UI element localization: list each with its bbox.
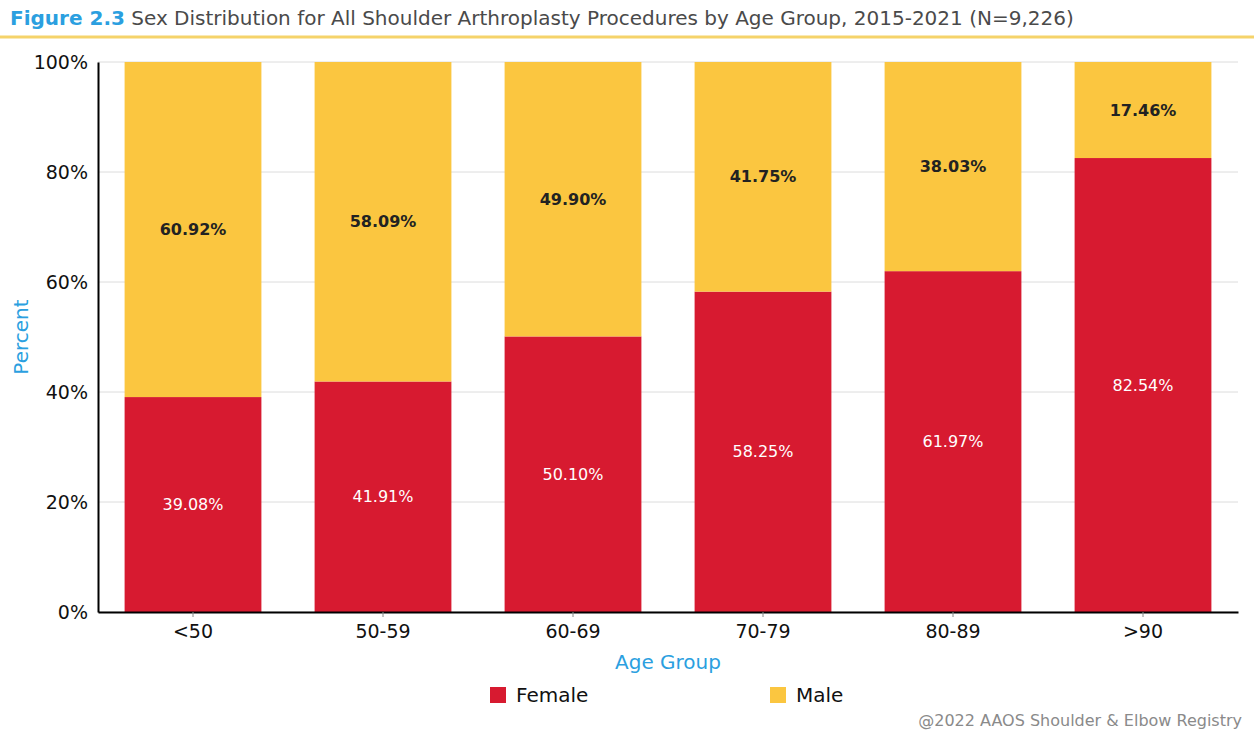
y-axis-line	[98, 63, 100, 613]
x-tick-label: 60-69	[545, 620, 600, 642]
grid-line	[98, 62, 1238, 63]
x-tick: 80-89	[925, 612, 980, 642]
source-note: @2022 AAOS Shoulder & Elbow Registry	[918, 711, 1242, 730]
grid-line	[98, 282, 1238, 283]
data-label: 61.97%	[922, 432, 983, 451]
grid-line	[98, 502, 1238, 503]
legend-label: Male	[796, 683, 843, 707]
grid-line	[98, 392, 1238, 393]
bar-segment	[315, 381, 452, 612]
figure-label: Figure 2.3	[10, 6, 125, 30]
bar-segment	[1075, 62, 1212, 158]
bar-segment	[885, 62, 1022, 271]
grid	[98, 62, 1238, 612]
y-tick: 0%	[58, 601, 98, 623]
y-tick-label: 100%	[34, 51, 88, 73]
x-tick-mark	[383, 612, 384, 617]
x-tick-mark	[193, 612, 194, 617]
legend-swatch	[770, 687, 786, 703]
data-label: 41.91%	[352, 487, 413, 506]
data-label: 60.92%	[160, 220, 227, 239]
y-tick-label: 0%	[58, 601, 88, 623]
data-label: 58.25%	[732, 442, 793, 461]
x-tick-label: >90	[1123, 620, 1163, 642]
legend: Female Male	[490, 683, 843, 707]
title-text: Sex Distribution for All Shoulder Arthro…	[131, 6, 1073, 30]
data-label: 17.46%	[1110, 101, 1177, 120]
bar-segment	[505, 336, 642, 612]
x-tick-mark	[763, 612, 764, 617]
data-label: 41.75%	[730, 167, 797, 186]
y-tick-label: 80%	[46, 161, 88, 183]
y-axis-title: Percent	[9, 299, 33, 374]
grid-line	[98, 172, 1238, 173]
title: Figure 2.3 Sex Distribution for All Shou…	[10, 6, 1074, 30]
y-axis: 0% 20% 40% 60% 80% 100%	[34, 51, 99, 623]
bar-segment	[885, 271, 1022, 612]
data-label: 39.08%	[162, 495, 223, 514]
bar-segment	[125, 62, 262, 397]
data-label: 50.10%	[542, 465, 603, 484]
x-axis: <50 50-59 60-69 70-79 80-89 >90	[99, 612, 1239, 642]
data-labels: 39.08% 41.91% 50.10% 58.25% 61.97% 82.54% 60.9…	[160, 101, 1177, 515]
bar-segment	[315, 62, 452, 381]
x-tick: 70-79	[735, 612, 790, 642]
chart: Figure 2.3 Sex Distribution for All Shou…	[0, 0, 1254, 738]
title-rule	[0, 36, 1254, 39]
x-axis-line	[99, 612, 1239, 614]
bar-segment	[125, 397, 262, 612]
x-tick-label: 50-59	[355, 620, 410, 642]
data-label: 49.90%	[540, 190, 607, 209]
bar-segment	[1075, 158, 1212, 612]
y-tick: 20%	[46, 491, 98, 513]
bar-segment	[695, 292, 832, 612]
x-tick: 50-59	[355, 612, 410, 642]
grid-line	[98, 612, 1238, 613]
x-tick: <50	[173, 612, 213, 642]
y-tick: 100%	[34, 51, 98, 73]
x-tick: 60-69	[545, 612, 600, 642]
bar-segment	[695, 62, 832, 292]
x-tick-mark	[953, 612, 954, 617]
y-tick-label: 40%	[46, 381, 88, 403]
data-label: 82.54%	[1112, 376, 1173, 395]
x-tick-label: 70-79	[735, 620, 790, 642]
bar-segment	[505, 62, 642, 336]
x-axis-title: Age Group	[615, 650, 721, 674]
legend-swatch	[490, 687, 506, 703]
x-tick-mark	[1143, 612, 1144, 617]
x-tick-label: <50	[173, 620, 213, 642]
data-label: 38.03%	[920, 157, 987, 176]
y-tick-label: 60%	[46, 271, 88, 293]
x-tick-mark	[573, 612, 574, 617]
data-label: 58.09%	[350, 212, 417, 231]
y-tick: 60%	[46, 271, 98, 293]
x-tick-label: 80-89	[925, 620, 980, 642]
y-tick-label: 20%	[46, 491, 88, 513]
y-tick: 40%	[46, 381, 98, 403]
legend-label: Female	[516, 683, 588, 707]
x-tick: >90	[1123, 612, 1163, 642]
y-tick: 80%	[46, 161, 98, 183]
bars	[125, 62, 1212, 612]
